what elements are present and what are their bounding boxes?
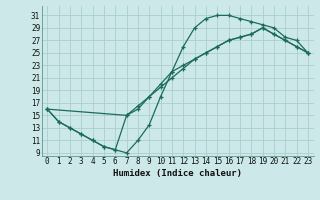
X-axis label: Humidex (Indice chaleur): Humidex (Indice chaleur) <box>113 169 242 178</box>
